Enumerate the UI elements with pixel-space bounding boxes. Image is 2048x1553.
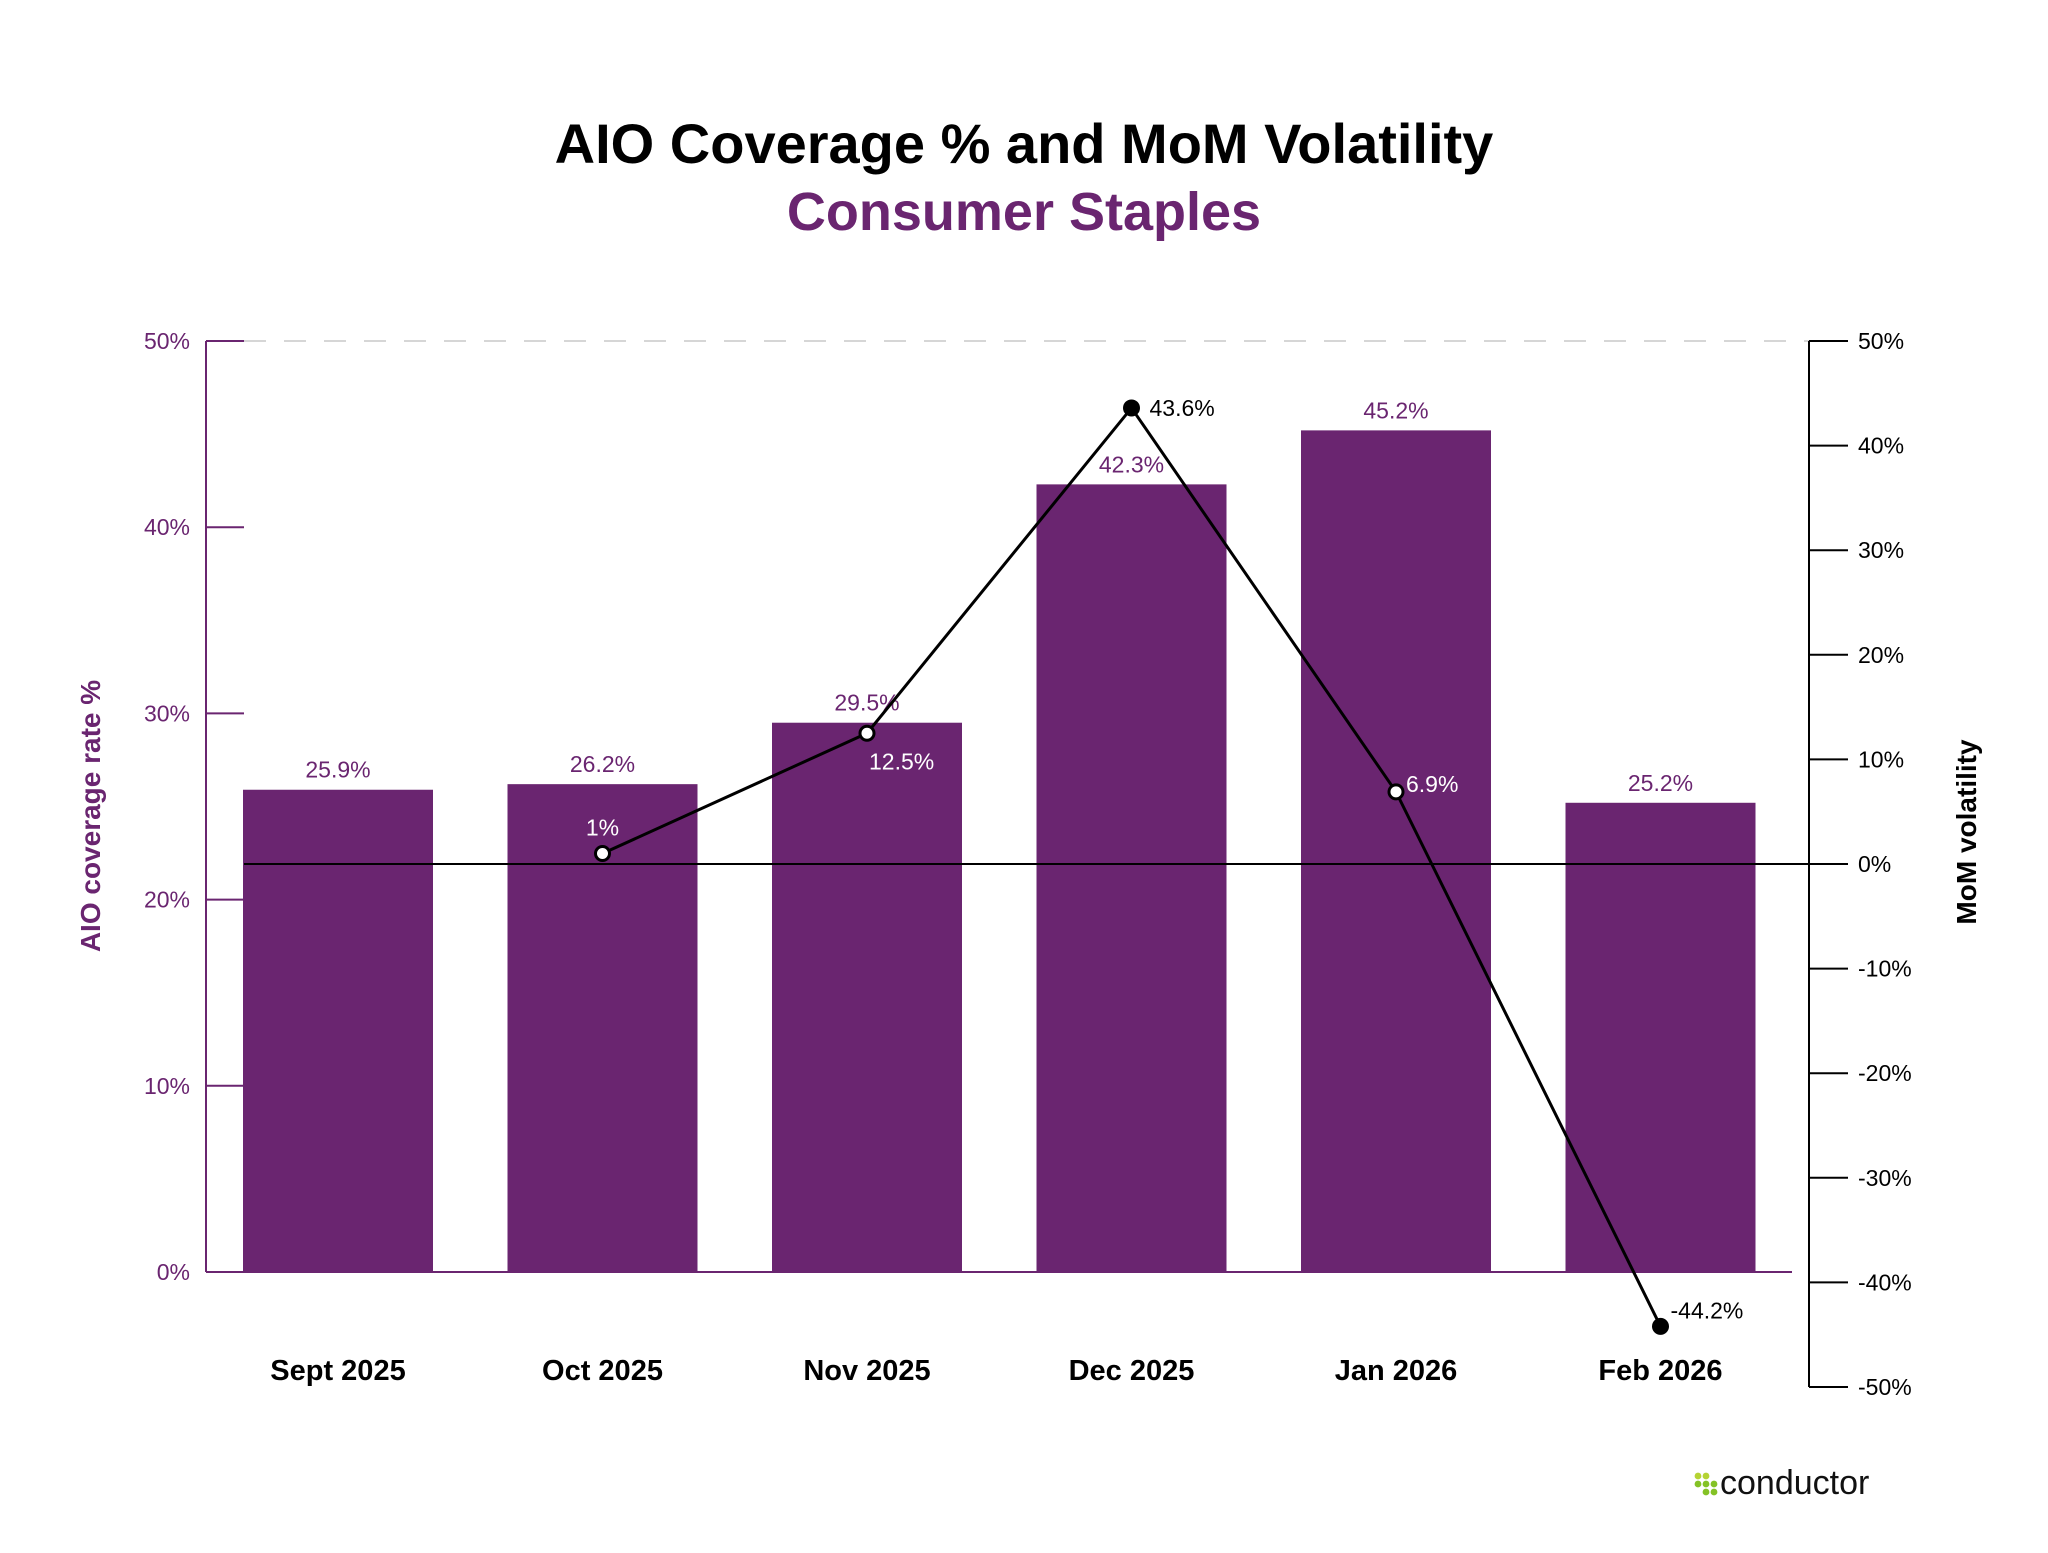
bar-value-label: 25.9%	[305, 757, 370, 783]
volatility-point	[1123, 399, 1140, 417]
left-tick-label: 10%	[144, 1073, 190, 1099]
volatility-value-label: 1%	[586, 815, 619, 841]
bar-value-label: 29.5%	[834, 690, 899, 716]
right-tick-label: -40%	[1858, 1269, 1912, 1295]
left-tick-label: 20%	[144, 887, 190, 913]
bar	[1301, 430, 1491, 1273]
right-tick-label: 0%	[1858, 851, 1891, 877]
bar	[243, 789, 433, 1272]
volatility-point	[858, 724, 876, 742]
volatility-point	[594, 845, 611, 863]
volatility-point	[1652, 1317, 1669, 1335]
bar-value-label: 45.2%	[1363, 397, 1428, 423]
category-label: Feb 2026	[1598, 1355, 1722, 1387]
bar	[1565, 802, 1756, 1272]
left-tick-label: 30%	[144, 700, 190, 726]
logo-dot	[1702, 1480, 1710, 1488]
right-tick-label: 10%	[1858, 746, 1904, 772]
logo-dot	[1710, 1480, 1718, 1488]
bar	[1036, 484, 1227, 1272]
logo-dot	[1702, 1488, 1710, 1496]
logo-dot	[1710, 1488, 1718, 1496]
right-tick-label: 30%	[1858, 537, 1904, 563]
bar-value-label: 25.2%	[1628, 770, 1693, 796]
category-label: Sept 2025	[270, 1355, 405, 1387]
right-axis-title: MoM volatility	[1951, 739, 1982, 925]
logo-dot	[1702, 1472, 1710, 1480]
left-axis-title: AIO coverage rate %	[75, 680, 106, 952]
logo-dots-icon	[1694, 1472, 1718, 1496]
bar	[772, 722, 962, 1272]
logo-dot	[1694, 1472, 1702, 1480]
right-tick-label: 50%	[1858, 328, 1904, 354]
chart-title: AIO Coverage % and MoM Volatility	[555, 112, 1494, 175]
right-tick-label: -20%	[1858, 1060, 1912, 1086]
category-label: Jan 2026	[1335, 1355, 1458, 1387]
right-tick-label: -10%	[1858, 956, 1912, 982]
category-label: Dec 2025	[1069, 1355, 1195, 1387]
volatility-value-label: 12.5%	[869, 748, 934, 774]
right-tick-label: 20%	[1858, 642, 1904, 668]
category-label: Nov 2025	[803, 1355, 930, 1387]
right-tick-label: 40%	[1858, 433, 1904, 459]
bar	[507, 784, 698, 1272]
left-tick-label: 0%	[157, 1259, 190, 1285]
bar-value-label: 42.3%	[1099, 451, 1164, 477]
volatility-value-label: 6.9%	[1406, 771, 1458, 797]
left-tick-label: 40%	[144, 514, 190, 540]
category-label: Oct 2025	[542, 1355, 663, 1387]
volatility-value-label: -44.2%	[1671, 1297, 1744, 1323]
bar-value-label: 26.2%	[570, 751, 635, 777]
right-tick-label: -50%	[1858, 1374, 1912, 1400]
volatility-value-label: 43.6%	[1150, 395, 1215, 421]
volatility-point	[1387, 783, 1405, 801]
conductor-logo: conductor	[1694, 1464, 1869, 1502]
logo-text: conductor	[1720, 1464, 1869, 1502]
right-tick-label: -30%	[1858, 1165, 1912, 1191]
left-tick-label: 50%	[144, 328, 190, 354]
logo-dot	[1694, 1480, 1702, 1488]
chart-subtitle: Consumer Staples	[787, 182, 1261, 242]
